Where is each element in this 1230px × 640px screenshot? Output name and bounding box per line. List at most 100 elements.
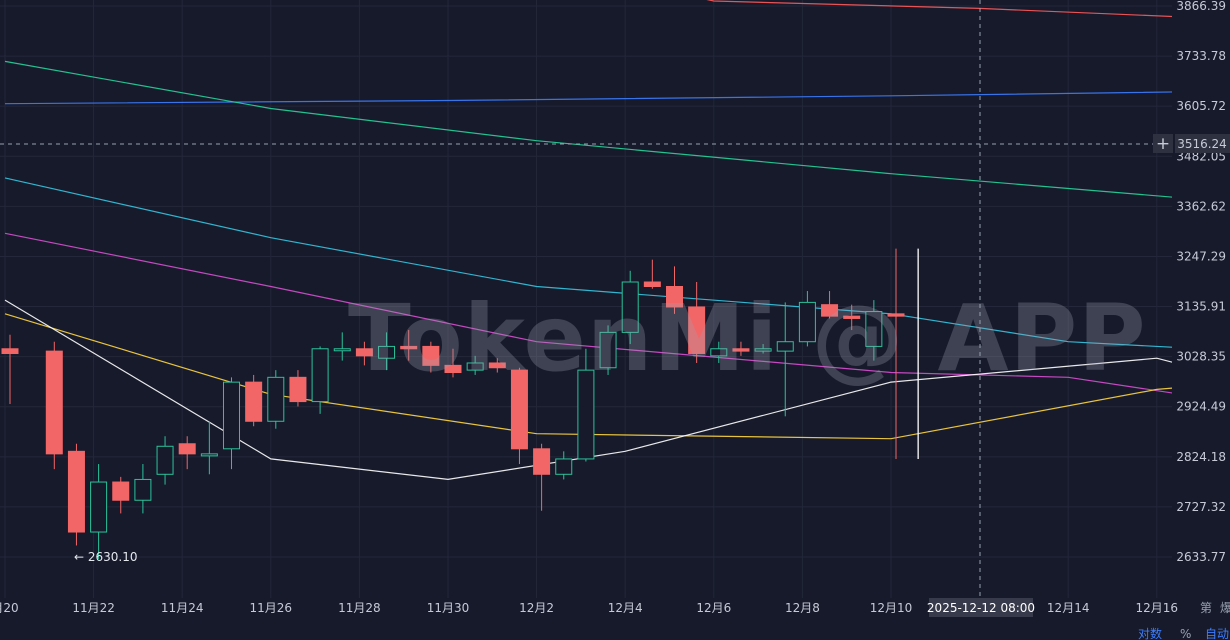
candle-body [776, 341, 794, 352]
candle [200, 421, 218, 475]
x-tick-label: 12月6 [696, 601, 731, 615]
candle-body [710, 348, 728, 357]
x-tick-label: 11月24 [161, 601, 204, 615]
ma-line [4, 313, 1230, 440]
y-axis: 3866.393733.783605.723482.053362.623247.… [1176, 0, 1226, 564]
candle-body [887, 313, 905, 317]
candle [67, 443, 85, 546]
candle-body [355, 348, 373, 357]
candle-body [90, 481, 108, 533]
candle [577, 348, 595, 462]
candle-body [732, 348, 750, 352]
candle [245, 374, 263, 427]
candle-body [510, 369, 528, 450]
candle-body [378, 345, 396, 359]
candle-body [156, 445, 174, 475]
candle-body [821, 304, 839, 317]
candle [1, 334, 19, 405]
y-tick-label: 3866.39 [1176, 0, 1226, 13]
candle [643, 259, 661, 289]
candle [156, 436, 174, 485]
candle-body [400, 345, 418, 350]
ma-line [4, 232, 1230, 403]
x-tick-label: 12月2 [519, 601, 554, 615]
y-tick-label: 3733.78 [1176, 49, 1226, 63]
candle [599, 325, 617, 375]
candle [865, 300, 883, 361]
candle-body [200, 453, 218, 457]
candle-body [798, 301, 816, 343]
crosshair-price-tag: + 3516.24 [1153, 134, 1230, 154]
candle-body [67, 450, 85, 533]
ma-line [4, 60, 1230, 203]
candle-body [333, 348, 351, 352]
y-tick-label: 2727.32 [1176, 500, 1226, 514]
x-tick-label: 11月22 [72, 601, 115, 615]
candle-body [311, 348, 329, 403]
candle [45, 341, 63, 470]
candle [798, 291, 816, 347]
percent-scale-button[interactable]: % [1180, 627, 1191, 640]
candle [488, 358, 506, 373]
candle [533, 443, 551, 511]
candle [311, 346, 329, 414]
ma-line [4, 90, 1230, 105]
x-axis: 月20 11月22 11月24 11月26 11月28 11月30 12月2 12月4 12月6… [0, 601, 1178, 615]
candle [887, 248, 905, 459]
candle [688, 281, 706, 363]
candle [466, 355, 484, 375]
low-price-annotation: ← 2630.10 [74, 550, 138, 564]
candle-body [223, 381, 240, 450]
candle-body [688, 306, 706, 354]
y-tick-label: 3362.62 [1176, 199, 1226, 213]
candle [112, 476, 130, 514]
candle-body [599, 331, 617, 369]
candle-body [865, 311, 883, 347]
y-tick-label: 2824.18 [1176, 450, 1226, 464]
moving-averages [4, 0, 1230, 481]
candle [289, 370, 307, 407]
candle [666, 266, 683, 314]
y-tick-label: 3247.29 [1176, 249, 1226, 263]
candle-body [1, 348, 19, 354]
candle-body [422, 345, 440, 366]
candle [267, 370, 285, 429]
log-scale-button[interactable]: 对数 [1138, 626, 1162, 640]
candle [134, 464, 152, 514]
crosshair-price-label: 3516.24 [1177, 137, 1227, 151]
explode-button[interactable]: 爆 [1220, 601, 1230, 615]
candle [90, 464, 108, 560]
y-tick-label: 3028.35 [1176, 350, 1226, 364]
ma-line [4, 177, 1230, 351]
candle [378, 332, 396, 371]
candle [776, 302, 794, 417]
candle-body [643, 281, 661, 288]
candle-body [245, 381, 263, 422]
candle-body [444, 364, 462, 374]
candles [1, 248, 919, 560]
candle [422, 341, 440, 373]
auto-scale-button[interactable]: 自动 [1205, 627, 1229, 640]
candle [732, 341, 750, 356]
y-tick-label: 2924.49 [1176, 400, 1226, 414]
candle [555, 451, 573, 480]
time-scale-settings-button[interactable]: 第 [1200, 601, 1212, 615]
candle [178, 436, 196, 470]
candle [621, 270, 639, 345]
candle [843, 304, 861, 331]
candle [223, 377, 240, 470]
candle-body [754, 348, 772, 352]
candle-body [289, 376, 307, 403]
crosshair-time-label: 2025-12-12 08:00 [927, 601, 1035, 615]
x-tick-label: 11月26 [250, 601, 293, 615]
candle-body [555, 458, 573, 475]
ma-line [706, 0, 1230, 20]
candle [355, 341, 373, 366]
crosshair [0, 0, 1165, 598]
candle-body [112, 481, 130, 501]
candle-body [178, 443, 196, 455]
candle-body [134, 478, 152, 501]
y-tick-label: 3605.72 [1176, 99, 1226, 113]
candle [754, 344, 772, 354]
